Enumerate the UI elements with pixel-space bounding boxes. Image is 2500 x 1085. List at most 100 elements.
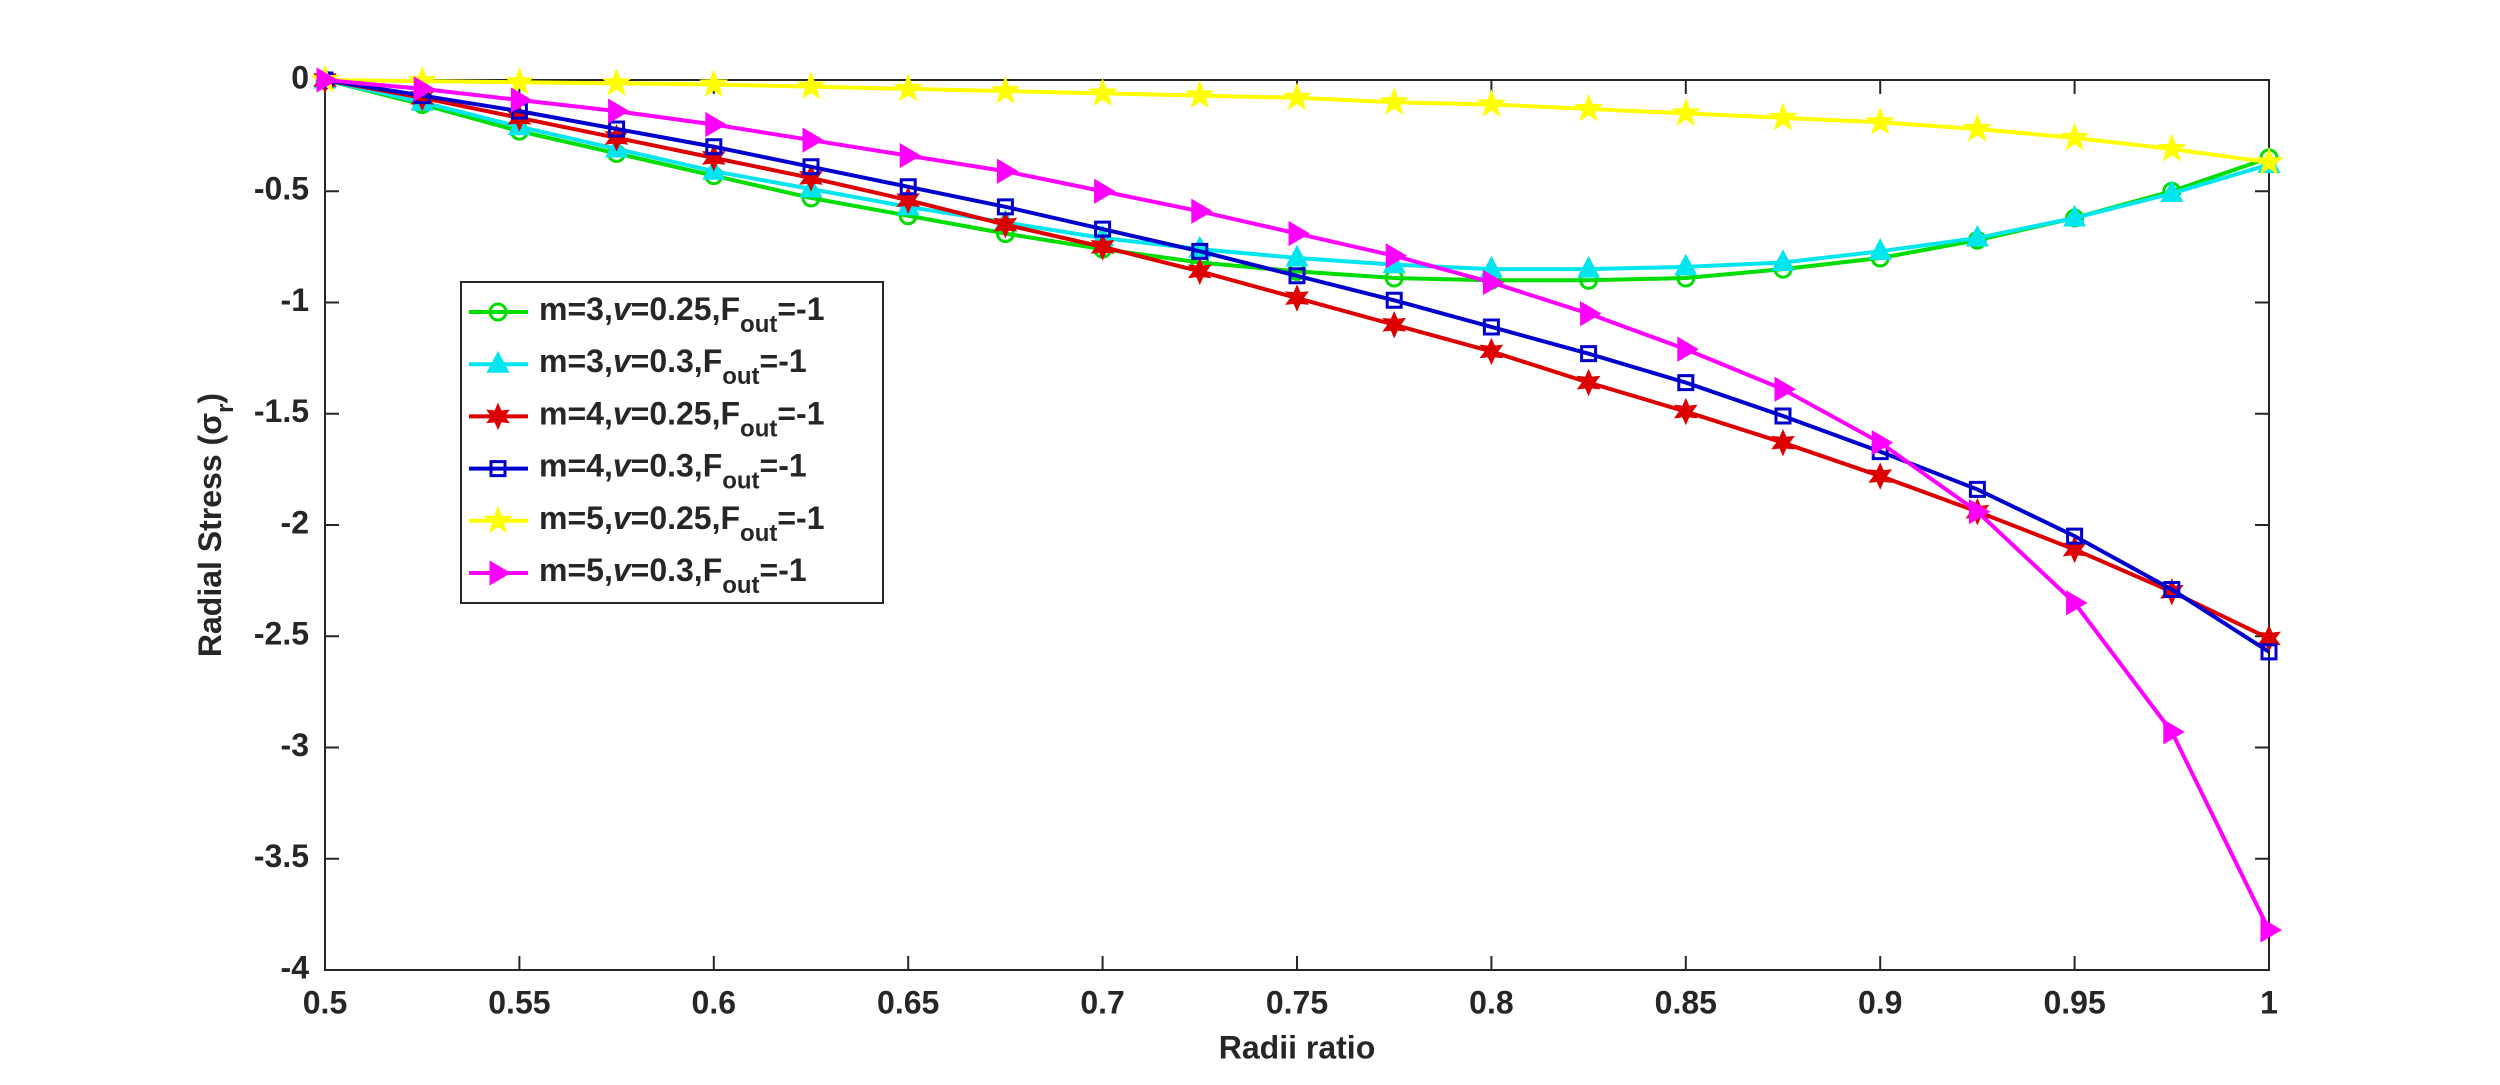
data-point <box>1185 80 1215 109</box>
y-tick-label: -2 <box>281 504 309 540</box>
legend-label: m=4,v=0.3,Fout=-1 <box>539 448 807 494</box>
legend-label: m=4,v=0.25,Fout=-1 <box>539 396 824 442</box>
data-point <box>1677 336 1699 362</box>
data-point <box>2160 180 2184 202</box>
legend-box <box>460 281 884 604</box>
data-point <box>699 69 729 97</box>
data-point <box>413 76 436 102</box>
data-point <box>1580 301 1602 327</box>
data-point <box>1379 86 1409 115</box>
data-point <box>1965 224 1989 247</box>
series-line <box>324 78 2271 654</box>
legend-marker <box>489 460 507 478</box>
x-tick-label: 0.7 <box>1080 984 1124 1020</box>
data-point <box>1187 257 1212 286</box>
data-point <box>1285 244 1309 267</box>
y-tick-label: -0.5 <box>254 171 309 207</box>
data-point <box>1385 243 1408 269</box>
data-point <box>1482 318 1500 336</box>
legend-marker <box>486 350 510 373</box>
data-point <box>1482 269 1505 296</box>
data-point <box>1479 337 1504 366</box>
data-point <box>1677 374 1695 392</box>
series-line <box>324 78 2270 283</box>
data-point <box>1094 178 1116 204</box>
data-point <box>2260 917 2282 943</box>
data-point <box>796 71 826 100</box>
y-tick-label: -1 <box>281 282 309 318</box>
data-point <box>896 186 921 214</box>
y-tick-label: -3.5 <box>254 838 309 874</box>
data-point <box>1868 462 1893 490</box>
data-point <box>2063 204 2087 227</box>
legend-label: m=3,v=0.25,Fout=-1 <box>539 291 824 337</box>
data-point <box>2260 643 2278 661</box>
y-tick-label: -2.5 <box>254 616 309 652</box>
data-point <box>608 98 630 124</box>
data-point <box>1671 97 1701 126</box>
data-point <box>899 178 917 196</box>
data-point <box>2257 624 2281 653</box>
x-tick-label: 0.85 <box>1655 984 1717 1020</box>
data-point <box>2163 581 2181 599</box>
data-point <box>1871 430 1894 456</box>
data-point <box>604 124 629 152</box>
data-point <box>1385 291 1403 309</box>
data-point <box>899 143 922 169</box>
x-tick-label: 0.55 <box>488 984 550 1020</box>
x-tick-label: 0.9 <box>1858 984 1902 1020</box>
x-tick-label: 0.8 <box>1469 984 1513 1020</box>
data-point <box>1288 220 1310 247</box>
y-tick-label: 0 <box>291 59 309 95</box>
x-tick-label: 0.6 <box>692 984 736 1020</box>
data-point <box>1191 242 1209 260</box>
x-tick-label: 0.65 <box>877 984 939 1020</box>
data-point <box>1476 89 1507 117</box>
y-tick-label: -3 <box>281 727 309 763</box>
data-point <box>996 158 1019 184</box>
data-point <box>1577 255 1601 278</box>
data-point <box>1285 284 1309 312</box>
data-point <box>705 138 723 156</box>
data-point <box>893 73 923 102</box>
data-point <box>2254 146 2284 175</box>
data-point <box>993 210 1018 239</box>
data-point <box>1868 238 1892 260</box>
legend-marker <box>483 505 513 534</box>
x-tick-label: 0.95 <box>2043 984 2105 1020</box>
data-point <box>504 66 535 95</box>
data-point <box>1968 480 1986 498</box>
data-point <box>2163 719 2185 745</box>
data-point <box>1962 113 1993 142</box>
data-point <box>1580 345 1598 363</box>
data-point <box>701 144 726 172</box>
data-point <box>990 75 1021 104</box>
data-point <box>1282 82 1312 111</box>
data-point <box>802 158 820 176</box>
data-point <box>2062 535 2087 564</box>
legend-marker <box>489 560 511 586</box>
data-point <box>1094 220 1112 238</box>
x-tick-label: 1 <box>2260 984 2278 1020</box>
data-point <box>316 67 338 93</box>
data-point <box>996 198 1014 216</box>
data-point <box>802 127 824 153</box>
data-point <box>1771 249 1795 271</box>
data-point <box>608 120 626 138</box>
data-point <box>1573 93 1604 122</box>
legend-label: m=5,v=0.3,Fout=-1 <box>539 552 807 598</box>
data-point <box>510 87 533 113</box>
data-point <box>2157 133 2187 162</box>
data-point <box>1673 397 1698 426</box>
data-point <box>1771 428 1795 457</box>
data-point <box>1090 233 1115 261</box>
data-point <box>1382 311 1407 339</box>
legend-marker <box>486 402 510 431</box>
data-point <box>1674 253 1698 276</box>
data-point <box>1087 77 1118 106</box>
data-point <box>2066 590 2088 616</box>
legend-label: m=3,v=0.3,Fout=-1 <box>539 344 807 390</box>
data-point <box>1191 198 1213 224</box>
data-point <box>1768 102 1798 131</box>
